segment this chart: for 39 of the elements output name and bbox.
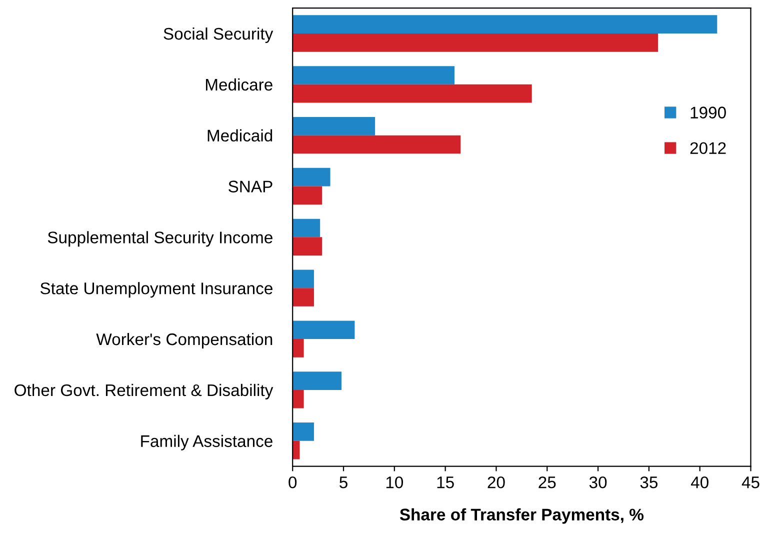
y-tick-label: Social Security [164,27,274,43]
y-tick-label: SNAP [228,180,272,192]
y-tick-label: Medicaid [208,129,272,142]
x-tick-label: 25 [538,476,556,488]
x-tick-label: 5 [340,476,348,488]
bar [292,135,461,154]
bar [292,34,658,52]
x-tick-label: 30 [589,476,607,488]
bar [292,186,322,205]
bar [292,390,304,408]
bar [292,339,304,358]
x-tick-label: 20 [488,476,505,488]
y-tick-label: Medicare [206,78,272,91]
bar [292,288,314,306]
bar [292,117,376,136]
bar [292,168,330,186]
y-tick-label: Worker's Compensation [96,332,272,349]
legend-label: 1990 [690,106,726,118]
y-tick-label: Family Assistance [141,434,272,450]
x-axis-title: Share of Transfer Payments, % [400,508,644,524]
x-tick-label: 10 [386,476,404,488]
bar [292,84,532,103]
x-tick-label: 45 [742,476,760,488]
y-tick-label: State Unemployment Insurance [40,282,272,298]
bar [292,320,355,340]
bar [292,422,314,441]
y-tick-label: Supplemental Security Income [48,231,272,247]
legend-label: 2012 [690,142,726,154]
bar [292,270,314,288]
x-tick-label: 0 [288,476,297,488]
x-tick-label: 35 [640,476,658,488]
bar [292,218,320,238]
bar [292,66,454,84]
x-tick-label: 40 [690,476,708,488]
bar [292,15,718,34]
bar [292,237,322,256]
bar [292,372,342,390]
y-tick-label: Other Govt. Retirement & Disability [14,384,274,400]
x-tick-label: 15 [437,476,454,488]
